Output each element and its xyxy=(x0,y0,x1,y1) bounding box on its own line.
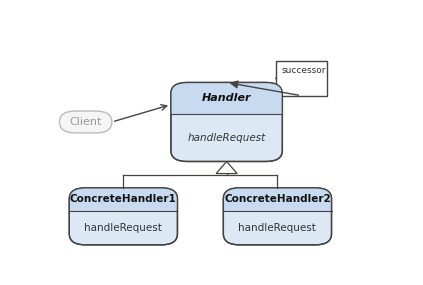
Text: handleRequest: handleRequest xyxy=(239,223,316,233)
FancyBboxPatch shape xyxy=(171,82,282,162)
FancyBboxPatch shape xyxy=(171,82,282,114)
Polygon shape xyxy=(216,162,237,174)
FancyBboxPatch shape xyxy=(69,188,178,211)
FancyBboxPatch shape xyxy=(223,188,332,245)
Text: Client: Client xyxy=(69,117,102,127)
Text: Handler: Handler xyxy=(202,93,251,103)
Text: ConcreteHandler1: ConcreteHandler1 xyxy=(70,194,177,204)
Text: handleRequest: handleRequest xyxy=(85,223,162,233)
FancyBboxPatch shape xyxy=(59,111,112,133)
Bar xyxy=(276,60,327,96)
Bar xyxy=(171,101,282,114)
Bar xyxy=(69,201,178,211)
Text: handleRequest: handleRequest xyxy=(187,133,266,143)
FancyBboxPatch shape xyxy=(223,188,332,211)
Bar xyxy=(223,201,332,211)
Text: ConcreteHandler2: ConcreteHandler2 xyxy=(224,194,331,204)
Text: successor: successor xyxy=(281,66,326,75)
FancyBboxPatch shape xyxy=(69,188,178,245)
